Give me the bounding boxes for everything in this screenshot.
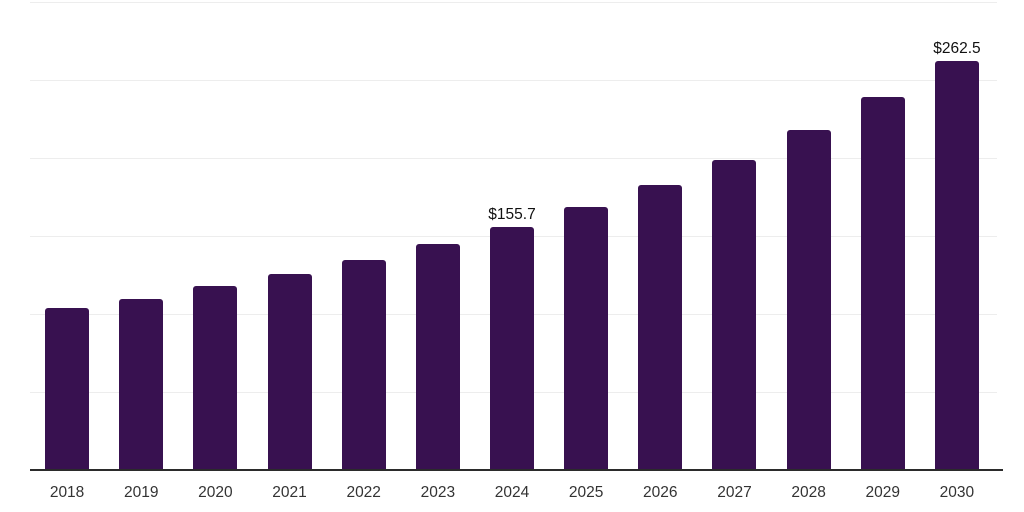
bar-2030 — [935, 61, 979, 471]
x-tick-label-2026: 2026 — [643, 484, 678, 501]
gridline-200 — [30, 158, 997, 159]
x-axis-line — [30, 469, 1003, 471]
x-tick-label-2019: 2019 — [123, 484, 159, 501]
x-tick-label-2018: 2018 — [49, 484, 85, 501]
data-label-2024: $155.7 — [488, 206, 536, 223]
x-tick-label-2023: 2023 — [420, 484, 456, 501]
x-tick-label-2029: 2029 — [865, 484, 901, 501]
gridline-300 — [30, 2, 997, 3]
bar-2028 — [787, 130, 831, 470]
data-label-2030: $262.5 — [933, 40, 981, 57]
bar-2023 — [416, 244, 460, 470]
x-tick-label-2025: 2025 — [568, 484, 604, 501]
bar-2021 — [268, 274, 312, 470]
bar-2027 — [712, 160, 756, 470]
x-tick-label-2024: 2024 — [494, 484, 530, 501]
bar-2022 — [342, 260, 386, 470]
x-tick-label-2021: 2021 — [272, 484, 307, 501]
x-tick-label-2027: 2027 — [717, 484, 752, 501]
bar-2018 — [45, 308, 89, 470]
bar-2020 — [193, 286, 237, 470]
bar-2019 — [119, 299, 163, 470]
x-tick-label-2020: 2020 — [198, 484, 233, 501]
bar-2029 — [861, 97, 905, 470]
bar-2025 — [564, 207, 608, 470]
x-tick-label-2028: 2028 — [791, 484, 826, 501]
x-tick-label-2022: 2022 — [346, 484, 381, 501]
bar-2024 — [490, 227, 534, 470]
bar-2026 — [638, 185, 682, 470]
x-tick-label-2030: 2030 — [939, 484, 975, 501]
gridline-250 — [30, 80, 997, 81]
